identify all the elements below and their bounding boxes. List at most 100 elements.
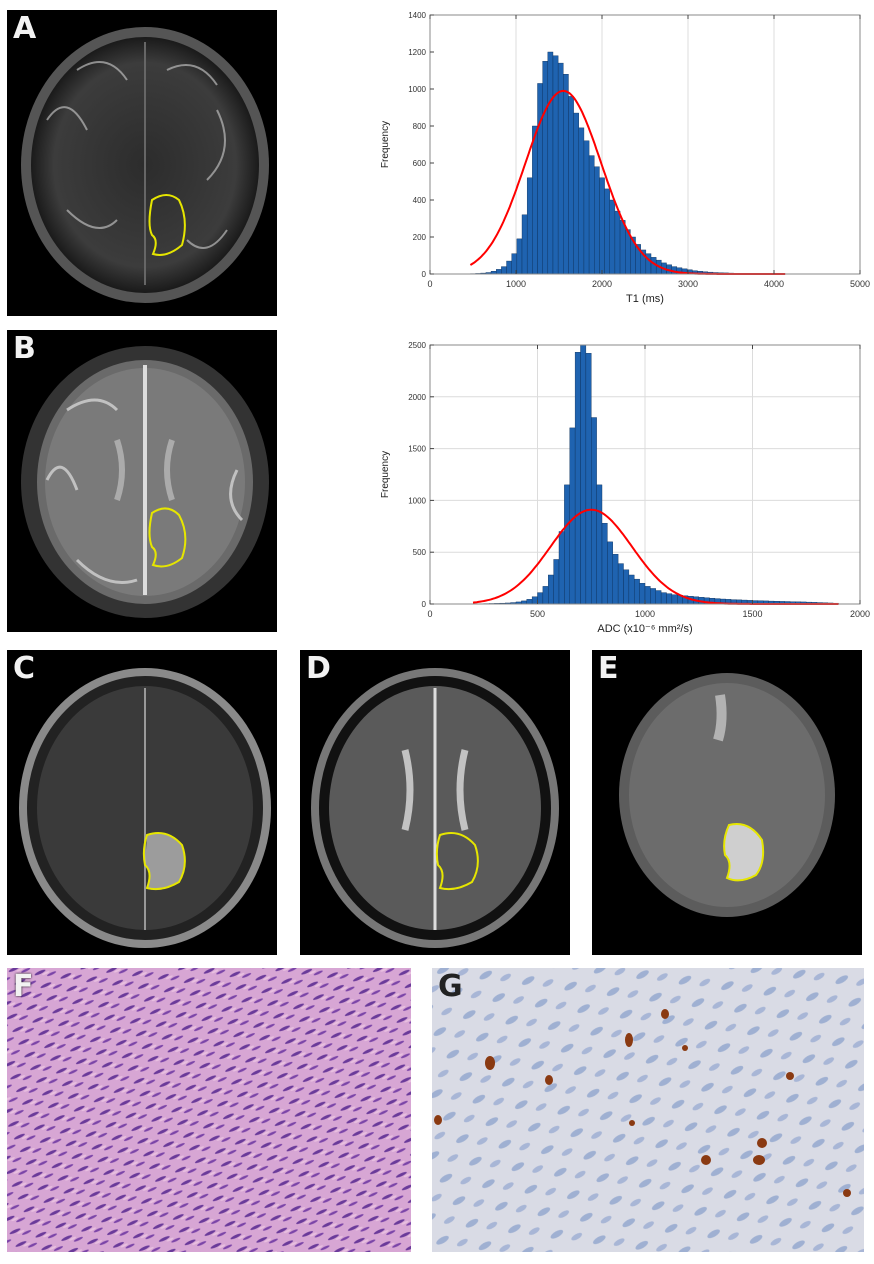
panel-label-f: F — [13, 969, 34, 1004]
panel-a-brain-t1-map: A — [7, 10, 277, 316]
panel-label-g: G — [438, 969, 463, 1004]
y-tick-label: 1400 — [408, 11, 426, 20]
histogram-bar — [650, 588, 656, 605]
brain-image-e — [619, 673, 835, 917]
histogram-bar — [553, 559, 560, 605]
histogram-bar — [601, 522, 608, 605]
histogram-bar — [569, 427, 576, 605]
y-tick-label: 200 — [413, 233, 427, 242]
histogram-bar — [501, 266, 507, 275]
histogram-bar — [568, 96, 574, 275]
histogram-bar — [585, 353, 592, 605]
histology-image-f — [7, 968, 411, 1252]
histogram-bar — [526, 599, 533, 605]
histogram-bar — [594, 166, 600, 275]
histogram-bar — [532, 125, 538, 275]
roi-outline-c — [142, 832, 186, 891]
plot-area — [430, 15, 860, 274]
histogram-bar — [506, 260, 512, 275]
y-tick-label: 2500 — [408, 341, 426, 350]
x-tick-label: 1500 — [742, 609, 762, 619]
panel-e-brain-dwi: E — [592, 650, 862, 955]
histogram-bar — [609, 199, 616, 275]
panel-c-brain-t1-contrast: C — [7, 650, 277, 955]
histogram-bar — [542, 61, 549, 275]
panel-d-brain-t2: D — [300, 650, 570, 955]
panel-b-brain-adc-map: B — [7, 330, 277, 632]
histogram-bar — [547, 51, 554, 275]
histogram-bar — [617, 563, 624, 605]
histogram-bar — [655, 590, 662, 605]
panel-label-b: B — [13, 331, 36, 366]
histogram-bar — [644, 586, 651, 605]
histogram-bar — [660, 592, 667, 605]
histogram-bar — [574, 352, 581, 605]
histogram-bar — [564, 484, 570, 605]
histogram-bar — [623, 569, 630, 605]
y-tick-label: 1000 — [408, 85, 426, 94]
histogram-bar — [537, 83, 543, 275]
adc-histogram-chart: 0 500 1000 1500 2000 0 500 1000 1500 2000 2500 ADC … — [380, 341, 870, 635]
panel-g-histology-ihc: G — [432, 968, 864, 1252]
histogram-bar — [580, 344, 587, 605]
histogram-bar — [614, 210, 621, 275]
brain-image-a — [21, 27, 269, 303]
t1-histogram-chart: 0 1000 2000 3000 4000 5000 0 200 400 600 800 1000 12… — [380, 11, 870, 305]
histogram-bar — [496, 269, 502, 275]
panel-f-histology-he: F — [7, 968, 411, 1252]
histogram-bar — [612, 554, 619, 605]
roi-outline-d — [435, 832, 479, 891]
histogram-bar — [604, 188, 610, 275]
panel-label-d: D — [306, 651, 331, 686]
brain-image-c — [19, 668, 271, 948]
axes-frame — [429, 14, 861, 275]
roi-outline-a — [148, 194, 186, 256]
histogram-bar — [542, 586, 549, 605]
histogram-bar — [588, 155, 595, 275]
histogram-bar — [573, 112, 579, 275]
panel-label-a: A — [13, 11, 37, 46]
roi-outline-e — [723, 823, 765, 882]
histogram-bar — [516, 238, 523, 275]
histogram-bar — [526, 177, 533, 275]
x-tick-label: 0 — [427, 609, 432, 619]
histogram-bar — [563, 73, 569, 275]
stained-nuclei — [434, 1009, 851, 1197]
y-tick-label: 500 — [413, 548, 427, 557]
histogram-bar — [599, 177, 605, 275]
histogram-bar — [634, 578, 640, 605]
histogram-bar — [666, 593, 673, 605]
x-tick-label: 3000 — [678, 279, 698, 289]
histogram-bar — [558, 531, 565, 605]
histogram-bar — [639, 583, 646, 605]
brain-image-b — [21, 346, 269, 618]
histogram-bar — [548, 574, 554, 605]
x-axis-label: T1 (ms) — [626, 293, 664, 305]
x-axis-label: ADC (x10⁻⁶ mm²/s) — [597, 623, 692, 635]
y-tick-label: 800 — [413, 122, 427, 131]
histogram-bar — [583, 140, 590, 275]
panel-label-e: E — [598, 651, 619, 686]
y-tick-label: 400 — [413, 196, 427, 205]
brain-image-d — [311, 668, 559, 948]
x-tick-label: 4000 — [764, 279, 784, 289]
histology-image-g — [432, 968, 864, 1252]
histogram-bar — [557, 62, 564, 275]
x-tick-label: 2000 — [592, 279, 612, 289]
histogram-bar — [628, 574, 635, 605]
histogram-bar — [607, 541, 613, 605]
panel-label-c: C — [13, 651, 36, 686]
histogram-bar — [552, 55, 559, 275]
y-tick-label: 2000 — [408, 393, 426, 402]
histogram-bar — [596, 484, 603, 605]
y-axis-label: Frequency — [380, 121, 391, 168]
x-tick-label: 1000 — [506, 279, 526, 289]
x-tick-label: 1000 — [635, 609, 655, 619]
histogram-bar — [619, 220, 626, 275]
x-tick-label: 5000 — [850, 279, 870, 289]
roi-outline-b — [148, 507, 187, 568]
y-tick-label: 600 — [413, 159, 427, 168]
x-tick-label: 2000 — [850, 609, 870, 619]
y-tick-label: 1200 — [408, 48, 426, 57]
y-tick-label: 0 — [422, 270, 427, 279]
